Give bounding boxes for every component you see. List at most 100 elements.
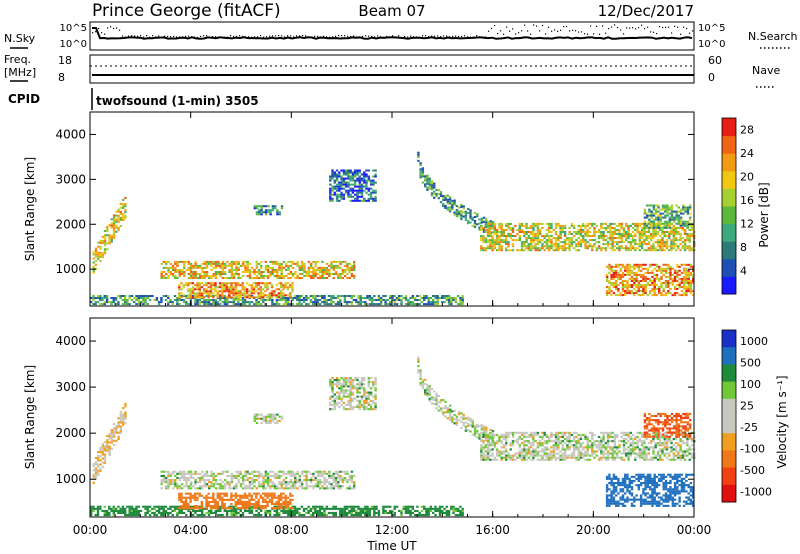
echo-cell [287, 483, 290, 486]
noise-dot [410, 35, 412, 37]
echo-cell [189, 277, 193, 279]
echo-cell [321, 470, 324, 473]
echo-cell [165, 479, 168, 482]
echo-cell [208, 262, 211, 265]
echo-cell [356, 179, 359, 182]
echo-cell [664, 263, 668, 266]
echo-cell [101, 451, 104, 454]
echo-cell [364, 505, 367, 508]
echo-cell [260, 277, 263, 279]
echo-cell [568, 243, 571, 246]
echo-cell [115, 224, 118, 227]
echo-cell [189, 292, 192, 295]
echo-cell [157, 505, 161, 508]
echo-cell [144, 303, 147, 306]
echo-cell [160, 514, 163, 517]
echo-cell [296, 264, 299, 267]
echo-cell [420, 297, 424, 299]
echo-cell [638, 245, 641, 248]
echo-cell [343, 509, 347, 512]
echo-cell [321, 511, 324, 514]
echo-cell [600, 237, 603, 240]
echo-cell [631, 235, 635, 237]
noise-dot [131, 35, 133, 37]
echo-cell [460, 212, 463, 215]
echo-cell [255, 492, 258, 495]
echo-cell [234, 294, 238, 297]
echo-cell [577, 233, 580, 235]
echo-cell [654, 229, 657, 231]
echo-cell [561, 227, 564, 229]
echo-cell [239, 299, 242, 301]
echo-cell [167, 301, 170, 304]
echo-cell [633, 263, 636, 266]
echo-cell [218, 282, 222, 285]
echo-cell [184, 503, 188, 506]
echo-cell [665, 239, 669, 242]
echo-cell [536, 231, 540, 233]
echo-cell [344, 181, 348, 184]
echo-cell [174, 479, 177, 482]
echo-cell [561, 245, 564, 248]
echo-cell [550, 231, 553, 233]
echo-cell [334, 507, 337, 510]
echo-cell [214, 511, 217, 514]
echo-cell [626, 286, 629, 288]
echo-cell [682, 263, 686, 266]
echo-cell [672, 227, 675, 229]
echo-cell [554, 222, 558, 225]
echo-cell [176, 301, 179, 304]
echo-cell [653, 294, 656, 297]
echo-cell [689, 265, 693, 268]
echo-cell [189, 264, 193, 267]
echo-cell [246, 507, 249, 510]
noise-dot [263, 36, 265, 38]
echo-cell [451, 202, 454, 204]
echo-cell [264, 284, 267, 287]
noise-dot [479, 36, 481, 38]
echo-cell [582, 241, 585, 244]
echo-cell [99, 241, 102, 244]
echo-cell [280, 264, 283, 267]
noise-dot [608, 28, 610, 30]
echo-cell [185, 479, 188, 482]
echo-cell [248, 485, 252, 488]
echo-cell [333, 191, 336, 194]
echo-cell [656, 239, 660, 242]
echo-cell [305, 297, 308, 299]
echo-cell [196, 288, 199, 291]
echo-cell [110, 437, 113, 440]
echo-cell [312, 487, 315, 490]
echo-cell [372, 169, 375, 172]
echo-cell [662, 282, 665, 284]
echo-cell [90, 301, 93, 304]
echo-cell [372, 191, 375, 194]
echo-cell [178, 487, 181, 490]
echo-cell [529, 233, 533, 235]
echo-cell [568, 227, 571, 229]
echo-cell [273, 483, 277, 486]
echo-cell [563, 227, 567, 229]
echo-cell [676, 271, 679, 274]
echo-cell [99, 303, 102, 306]
power-colorbar-swatch [722, 135, 736, 154]
echo-cell [269, 417, 272, 420]
echo-cell [248, 509, 251, 512]
echo-cell [187, 266, 190, 269]
noise-dot [320, 36, 322, 38]
echo-cell [316, 485, 320, 488]
echo-cell [194, 303, 197, 306]
echo-cell [523, 243, 526, 246]
echo-cell [260, 417, 263, 420]
echo-cell [593, 235, 596, 237]
echo-cell [187, 282, 190, 285]
echo-cell [252, 296, 256, 299]
echo-cell [616, 241, 619, 244]
echo-cell [309, 299, 313, 301]
echo-cell [266, 492, 269, 495]
echo-cell [619, 273, 622, 276]
echo-cell [318, 514, 322, 517]
echo-cell [611, 233, 614, 235]
noise-dot [650, 31, 652, 33]
echo-cell [198, 282, 201, 285]
